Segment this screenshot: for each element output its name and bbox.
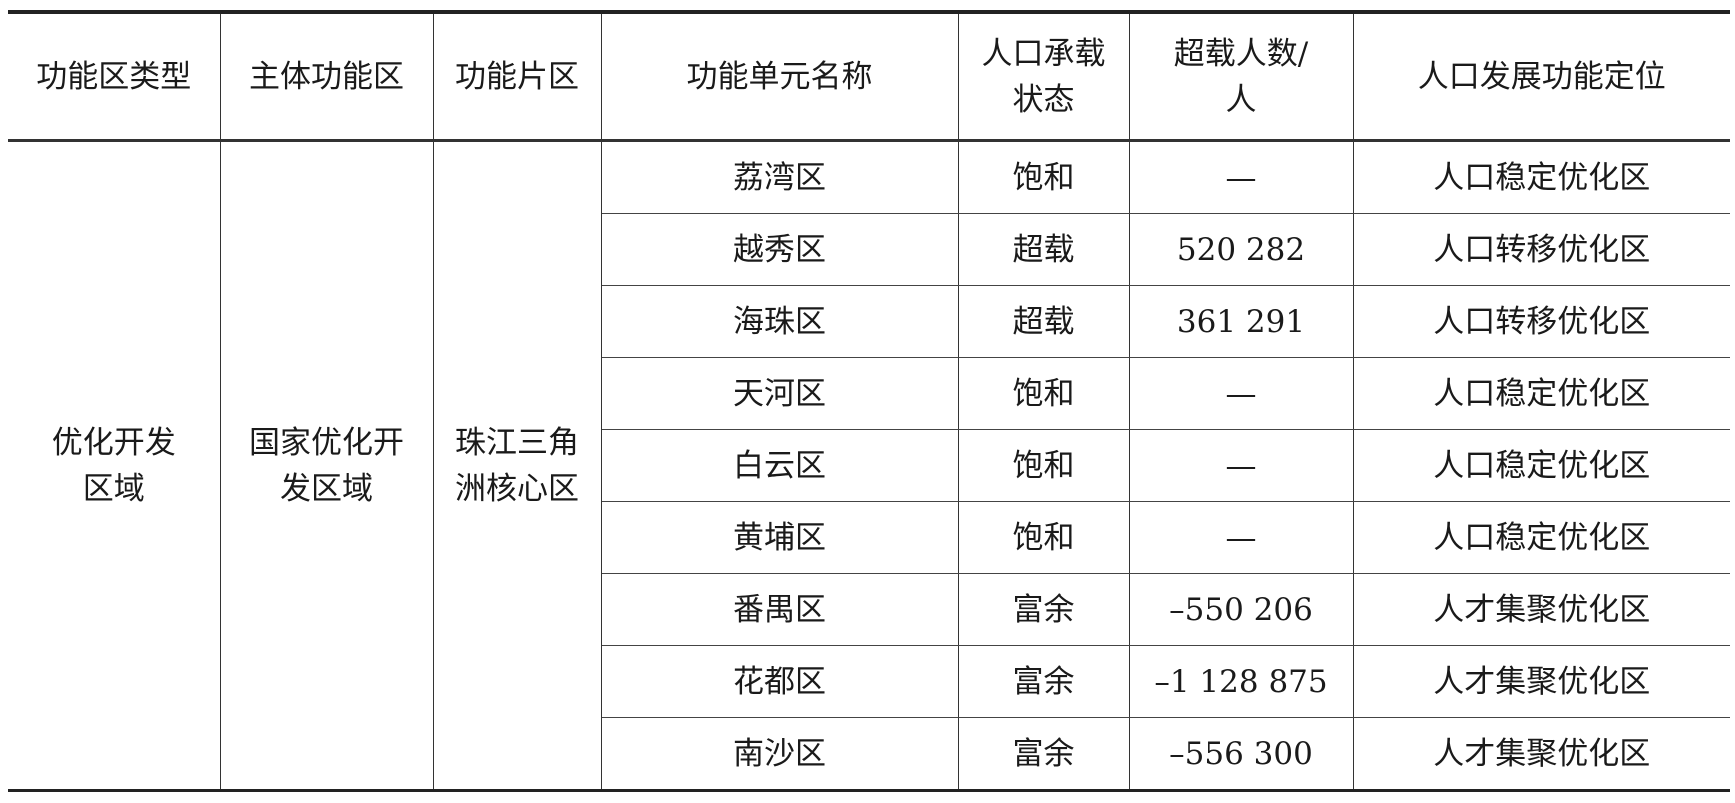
header-cell: 人口发展功能定位 [1352,12,1730,142]
overload-cell: –550 206 [1128,573,1354,646]
positioning-cell: 人才集聚优化区 [1352,645,1730,718]
population-function-table: 功能区类型 主体功能区 功能片区 功能单元名称 人口承载状态 超载人数/人 人口… [8,10,1730,792]
status-cell: 超载 [957,213,1130,286]
positioning-cell: 人口稳定优化区 [1352,429,1730,502]
table-row: 南沙区 富余 –556 300 人才集聚优化区 [8,717,1730,791]
header-cell: 超载人数/人 [1128,12,1354,142]
header-row: 功能区类型 主体功能区 功能片区 功能单元名称 人口承载状态 超载人数/人 人口… [8,12,1730,142]
status-cell: 饱和 [957,140,1130,214]
positioning-cell: 人口稳定优化区 [1352,140,1730,214]
table-row: 白云区 饱和 — 人口稳定优化区 [8,429,1730,502]
overload-cell: 361 291 [1128,285,1354,358]
unit-name-cell: 南沙区 [601,717,959,791]
status-cell: 富余 [957,645,1130,718]
status-cell: 饱和 [957,429,1130,502]
sub-zone-cell: 珠江三角洲核心区 [432,140,602,791]
positioning-cell: 人才集聚优化区 [1352,717,1730,791]
header-cell: 主体功能区 [219,12,434,142]
table-row: 海珠区 超载 361 291 人口转移优化区 [8,285,1730,358]
main-zone-cell: 国家优化开发区域 [219,140,434,791]
table-row: 天河区 饱和 — 人口稳定优化区 [8,357,1730,430]
positioning-cell: 人口稳定优化区 [1352,501,1730,574]
header-cell: 功能片区 [432,12,602,142]
table-row: 越秀区 超载 520 282 人口转移优化区 [8,213,1730,286]
overload-cell: — [1128,140,1354,214]
table-row: 黄埔区 饱和 — 人口稳定优化区 [8,501,1730,574]
unit-name-cell: 白云区 [601,429,959,502]
header-cell: 人口承载状态 [957,12,1130,142]
overload-cell: –1 128 875 [1128,645,1354,718]
unit-name-cell: 黄埔区 [601,501,959,574]
unit-name-cell: 荔湾区 [600,140,959,214]
status-cell: 饱和 [957,501,1130,574]
unit-name-cell: 海珠区 [601,285,959,358]
overload-cell: — [1128,429,1354,502]
status-cell: 富余 [957,573,1130,646]
unit-name-cell: 花都区 [601,645,959,718]
table-row: 番禺区 富余 –550 206 人才集聚优化区 [8,573,1730,646]
positioning-cell: 人口转移优化区 [1352,285,1730,358]
table-row: 优化开发区域 国家优化开发区域 珠江三角洲核心区 荔湾区 饱和 — 人口稳定优化区 [8,140,1730,791]
positioning-cell: 人口转移优化区 [1352,213,1730,286]
positioning-cell: 人口稳定优化区 [1352,357,1730,430]
unit-name-cell: 越秀区 [601,213,959,286]
status-cell: 富余 [957,717,1130,791]
status-cell: 超载 [957,285,1130,358]
header-cell: 功能单元名称 [600,12,959,142]
unit-name-cell: 番禺区 [601,573,959,646]
overload-cell: –556 300 [1128,717,1354,791]
unit-name-cell: 天河区 [601,357,959,430]
overload-cell: — [1128,501,1354,574]
header-cell: 功能区类型 [8,12,221,142]
overload-cell: 520 282 [1128,213,1354,286]
overload-cell: — [1128,357,1354,430]
zone-type-cell: 优化开发区域 [8,140,221,791]
table-row: 花都区 富余 –1 128 875 人才集聚优化区 [8,645,1730,718]
positioning-cell: 人才集聚优化区 [1352,573,1730,646]
status-cell: 饱和 [957,357,1130,430]
